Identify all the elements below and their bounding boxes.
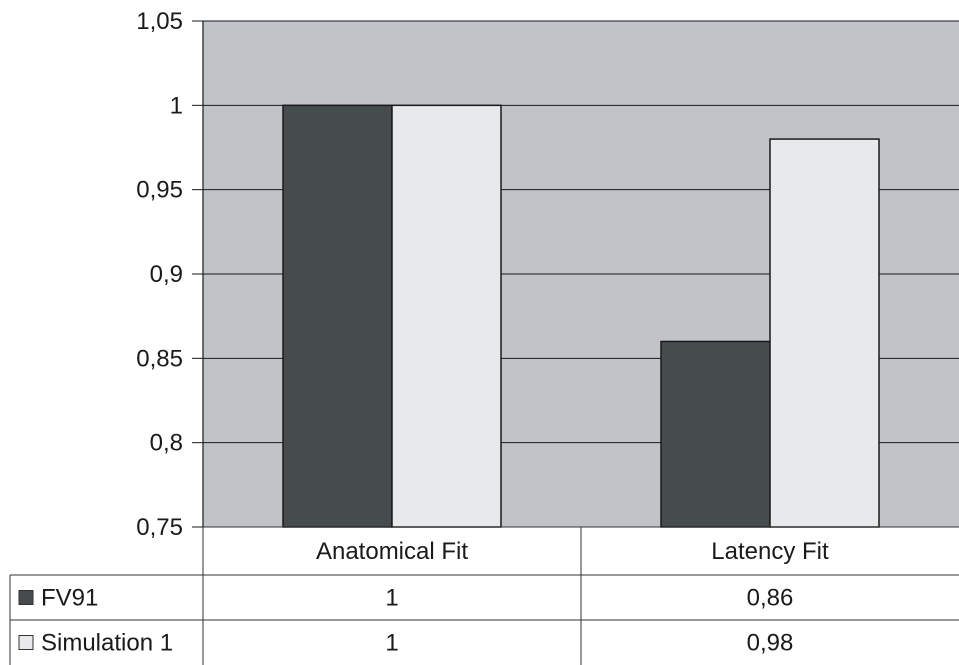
y-tick-label: 0,9	[150, 261, 183, 288]
data-label: 1	[385, 585, 398, 612]
y-tick-label: 0,85	[136, 345, 183, 372]
y-tick-label: 1,05	[136, 8, 183, 35]
legend-label: FV91	[41, 585, 98, 612]
y-axis: 0,75 0,8 0,85 0,9 0,95 1 1,05	[136, 8, 204, 541]
y-tick-label: 0,95	[136, 177, 183, 204]
data-label: 0,98	[747, 630, 794, 657]
bar-simulation-1-2	[769, 138, 880, 528]
data-label: 1	[385, 630, 398, 657]
category-label: Latency Fit	[711, 538, 829, 565]
bars	[282, 104, 880, 528]
legend-swatch-fv91	[18, 590, 34, 605]
legend-label: Simulation 1	[41, 630, 173, 657]
bar-simulation-1-1	[391, 104, 502, 528]
y-tick-label: 0,75	[136, 514, 183, 541]
y-tick-label: 1	[170, 92, 183, 119]
legend-swatch-simulation-1	[18, 635, 34, 650]
bar-fv91-1	[282, 104, 393, 528]
data-table: Anatomical Fit Latency Fit FV91 1 0,86 Simula…	[9, 526, 959, 665]
y-tick-label: 0,8	[150, 430, 183, 457]
data-label: 0,86	[747, 585, 794, 612]
bar-fv91-2	[660, 340, 771, 528]
category-label: Anatomical Fit	[316, 538, 468, 565]
